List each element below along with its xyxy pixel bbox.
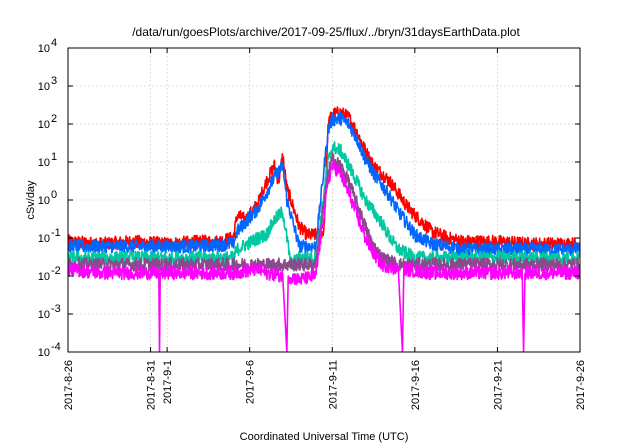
y-tick-label: 10 xyxy=(38,347,50,359)
y-tick-exponent: -2 xyxy=(51,265,61,277)
y-tick-label: 10 xyxy=(38,233,50,245)
y-tick-exponent: 0 xyxy=(51,189,57,201)
y-tick-label: 10 xyxy=(38,119,50,131)
y-tick-exponent: 3 xyxy=(51,75,57,87)
series-line xyxy=(68,159,580,352)
x-tick-labels: 2017-8-26 2017-8-31 2017-9-1 2017-9-6 2017-9… xyxy=(63,360,587,410)
y-axis-label: cSv/day xyxy=(25,180,37,220)
y-tick-label: 10 xyxy=(38,81,50,93)
y-tick-label: 10 xyxy=(38,43,50,55)
x-tick-label: 2017-8-31 xyxy=(146,360,158,410)
y-tick-label: 10 xyxy=(38,271,50,283)
series-line xyxy=(68,111,580,257)
y-tick-exponent: 4 xyxy=(51,37,57,49)
series-layer xyxy=(68,106,580,352)
y-tick-label: 10 xyxy=(38,309,50,321)
y-tick-exponent: 1 xyxy=(51,151,57,163)
y-tick-exponent: 2 xyxy=(51,113,57,125)
x-tick-label: 2017-9-6 xyxy=(245,360,257,404)
x-tick-label: 2017-8-26 xyxy=(63,360,75,410)
y-tick-exponent: -1 xyxy=(51,227,61,239)
ticks xyxy=(67,47,581,353)
chart-title: /data/run/goesPlots/archive/2017-09-25/f… xyxy=(132,25,520,39)
x-tick-label: 2017-9-1 xyxy=(162,360,174,404)
x-tick-label: 2017-9-26 xyxy=(575,360,587,410)
x-tick-label: 2017-9-11 xyxy=(327,360,339,409)
y-tick-label: 10 xyxy=(38,195,50,207)
y-tick-label: 10 xyxy=(38,157,50,169)
y-tick-exponent: -4 xyxy=(51,341,61,353)
x-tick-label: 2017-9-16 xyxy=(410,360,422,410)
x-axis-label: Coordinated Universal Time (UTC) xyxy=(240,431,409,443)
x-tick-label: 2017-9-21 xyxy=(492,360,504,410)
y-tick-exponent: -3 xyxy=(51,303,61,315)
